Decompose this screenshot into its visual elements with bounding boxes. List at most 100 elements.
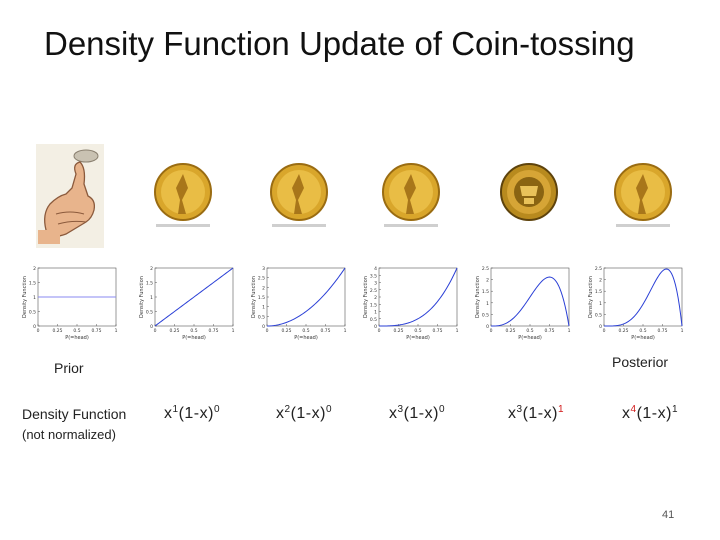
x-tick-label: 0.25 — [393, 328, 403, 334]
y-tick-label: 2 — [262, 285, 265, 291]
x-tick-label: 0.25 — [618, 328, 628, 334]
density-function-label: Density Function — [22, 406, 127, 422]
x-tick-label: 0.25 — [281, 328, 291, 334]
formula-base: x — [389, 405, 398, 422]
y-tick-label: 2 — [486, 278, 489, 284]
formula-term: (1-x) — [522, 405, 558, 422]
x-tick-label: 0.75 — [544, 328, 554, 334]
y-tick-label: 1 — [33, 295, 36, 301]
y-tick-label: 0.5 — [29, 310, 36, 316]
x-tick-label: 0.5 — [526, 328, 533, 334]
plot-frame — [378, 267, 458, 327]
formula-term: (1-x) — [178, 405, 214, 422]
formula-exponent-tails: 0 — [325, 404, 333, 415]
y-tick-label: 2 — [150, 266, 153, 272]
formula-term: (1-x) — [290, 405, 326, 422]
y-tick-label: 0 — [486, 324, 489, 330]
y-tick-label: 1.5 — [595, 289, 602, 295]
formula-term: (1-x) — [403, 405, 439, 422]
x-axis-label: P(=head) — [65, 335, 89, 341]
y-tick-label: 1 — [150, 295, 153, 301]
x-tick-label: 1 — [456, 328, 459, 334]
y-axis-label: Density Function — [22, 276, 28, 318]
x-tick-label: 0.75 — [432, 328, 442, 334]
heads-coin-icon — [152, 160, 214, 232]
y-tick-label: 2 — [33, 266, 36, 272]
formula-5: x4(1-x)1 — [622, 404, 678, 423]
y-tick-label: 0.5 — [146, 310, 153, 316]
y-tick-label: 1.5 — [482, 289, 489, 295]
x-axis-label: P(=head) — [631, 335, 655, 341]
y-tick-label: 1 — [486, 301, 489, 307]
x-tick-label: 0 — [490, 328, 493, 334]
formula-base: x — [164, 405, 173, 422]
density-plot-1: 0 0.5 1 1.5 2 0 0.25 0.5 0.75 1 P(=head) Density Fu… — [139, 266, 235, 341]
x-tick-label: 1 — [232, 328, 235, 334]
y-tick-label: 2 — [599, 278, 602, 284]
density-plot-posterior: 0 0.5 1 1.5 2 2.5 0 0.25 0.5 0.75 1 P(=head) Density… — [588, 266, 684, 341]
x-tick-label: 0.5 — [190, 328, 197, 334]
plot-frame — [266, 267, 346, 327]
x-tick-label: 0 — [266, 328, 269, 334]
x-tick-label: 0.5 — [73, 328, 80, 334]
formula-exponent-tails: 1 — [557, 404, 565, 415]
y-tick-label: 0 — [374, 324, 377, 330]
x-tick-label: 0 — [378, 328, 381, 334]
plot-frame — [603, 267, 683, 327]
y-tick-label: 1.5 — [146, 281, 153, 287]
x-axis-label: P(=head) — [182, 335, 206, 341]
x-axis-label: P(=head) — [518, 335, 542, 341]
y-tick-label: 0.5 — [595, 312, 602, 318]
y-tick-label: 3.5 — [370, 273, 377, 279]
density-curve — [491, 276, 570, 327]
x-axis-label: P(=head) — [294, 335, 318, 341]
x-tick-label: 1 — [681, 328, 684, 334]
density-curve — [604, 268, 683, 327]
heads-coin-icon — [268, 160, 330, 232]
y-tick-label: 0.5 — [370, 317, 377, 323]
y-tick-label: 1 — [262, 305, 265, 311]
y-tick-label: 0.5 — [258, 314, 265, 320]
y-tick-label: 1.5 — [370, 302, 377, 308]
y-tick-label: 0 — [599, 324, 602, 330]
heads-coin-icon — [380, 160, 442, 232]
x-tick-label: 0.25 — [505, 328, 515, 334]
formula-exponent-heads: 3 — [397, 404, 404, 415]
y-tick-label: 2.5 — [482, 266, 489, 272]
slide-title: Density Function Update of Coin-tossing — [44, 25, 635, 62]
x-tick-label: 1 — [344, 328, 347, 334]
x-tick-label: 0.25 — [52, 328, 62, 334]
x-tick-label: 0.25 — [169, 328, 179, 334]
y-tick-label: 0.5 — [482, 312, 489, 318]
not-normalized-label: (not normalized) — [22, 427, 116, 442]
heads-coin-icon — [612, 160, 674, 232]
formula-base: x — [508, 405, 517, 422]
y-tick-label: 1 — [599, 301, 602, 307]
formula-exponent-heads: 2 — [284, 404, 291, 415]
y-tick-label: 0 — [150, 324, 153, 330]
y-tick-label: 4 — [374, 266, 377, 272]
y-axis-label: Density Function — [588, 276, 594, 318]
tails-coin-icon — [498, 160, 560, 232]
y-tick-label: 0 — [262, 324, 265, 330]
formula-exponent-tails: 1 — [671, 404, 679, 415]
prior-label: Prior — [54, 360, 84, 376]
x-tick-label: 0.5 — [639, 328, 646, 334]
x-tick-label: 0 — [154, 328, 157, 334]
formula-exponent-tails: 0 — [438, 404, 446, 415]
density-curve — [266, 267, 346, 327]
y-tick-label: 3 — [262, 266, 265, 272]
density-plot-2: 0 0.5 1 1.5 2 2.5 3 0 0.25 0.5 0.75 1 P(=head) Densit… — [251, 266, 347, 341]
formula-exponent-heads: 4 — [630, 404, 637, 415]
x-axis-label: P(=head) — [406, 335, 430, 341]
x-tick-label: 0.75 — [208, 328, 218, 334]
formula-exponent-heads: 1 — [172, 404, 179, 415]
formula-3: x3(1-x)0 — [389, 404, 445, 423]
formula-term: (1-x) — [636, 405, 672, 422]
page-number: 41 — [662, 509, 675, 521]
density-curve — [379, 267, 458, 327]
density-curve — [154, 267, 234, 327]
y-tick-label: 1.5 — [258, 295, 265, 301]
hand-flipping-coin-image — [36, 144, 104, 248]
y-axis-label: Density Function — [139, 276, 145, 318]
